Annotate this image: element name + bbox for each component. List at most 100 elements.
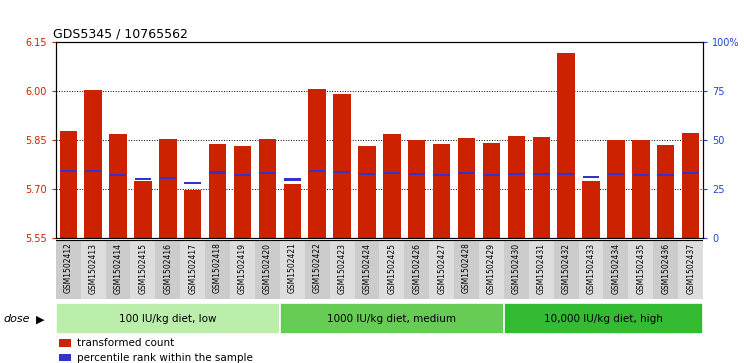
Bar xyxy=(180,240,205,299)
Bar xyxy=(185,182,201,184)
Bar xyxy=(507,136,525,238)
Text: GSM1502415: GSM1502415 xyxy=(138,242,147,294)
Bar xyxy=(84,90,102,238)
Bar xyxy=(230,42,255,238)
Bar xyxy=(632,140,650,238)
Bar xyxy=(632,174,649,176)
Bar xyxy=(56,42,80,238)
Text: GSM1502417: GSM1502417 xyxy=(188,242,197,294)
Bar xyxy=(607,140,625,238)
Bar xyxy=(60,170,77,172)
Bar xyxy=(56,303,280,334)
Bar xyxy=(134,181,152,238)
Bar xyxy=(135,178,151,180)
Bar xyxy=(454,42,479,238)
Bar xyxy=(234,146,251,238)
Bar xyxy=(653,240,679,299)
Text: GSM1502413: GSM1502413 xyxy=(89,242,97,294)
Bar xyxy=(504,240,529,299)
Bar xyxy=(629,240,653,299)
Text: 100 IU/kg diet, low: 100 IU/kg diet, low xyxy=(119,314,217,323)
Bar xyxy=(458,172,475,174)
Bar xyxy=(359,173,375,175)
Bar xyxy=(106,240,130,299)
Bar xyxy=(255,42,280,238)
Bar xyxy=(408,173,425,175)
Bar xyxy=(429,240,454,299)
Bar xyxy=(280,42,305,238)
Text: GSM1502426: GSM1502426 xyxy=(412,242,421,294)
Bar xyxy=(554,240,579,299)
Text: GSM1502434: GSM1502434 xyxy=(612,242,620,294)
Bar xyxy=(533,137,550,238)
Text: GSM1502431: GSM1502431 xyxy=(536,242,546,294)
Bar xyxy=(205,42,230,238)
Bar xyxy=(657,145,675,238)
Bar xyxy=(557,53,575,238)
Text: GDS5345 / 10765562: GDS5345 / 10765562 xyxy=(53,28,187,41)
Bar xyxy=(533,173,550,175)
Text: GSM1502425: GSM1502425 xyxy=(388,242,397,294)
Bar xyxy=(305,42,330,238)
Bar xyxy=(653,42,679,238)
Bar xyxy=(483,174,500,176)
Bar xyxy=(59,354,71,362)
Bar xyxy=(56,240,80,299)
Bar xyxy=(404,42,429,238)
Bar xyxy=(110,174,126,176)
Bar xyxy=(130,240,155,299)
Bar xyxy=(305,240,330,299)
Bar xyxy=(355,240,379,299)
Bar xyxy=(383,134,400,238)
Bar xyxy=(433,144,450,238)
Bar xyxy=(85,170,101,172)
Bar xyxy=(230,240,255,299)
Bar xyxy=(579,240,603,299)
Bar xyxy=(679,240,703,299)
Bar xyxy=(106,42,130,238)
Text: GSM1502427: GSM1502427 xyxy=(437,242,446,294)
Text: GSM1502420: GSM1502420 xyxy=(263,242,272,294)
Bar xyxy=(579,42,603,238)
Bar xyxy=(330,240,355,299)
Bar xyxy=(504,303,703,334)
Text: transformed count: transformed count xyxy=(77,338,174,348)
Bar xyxy=(205,240,230,299)
Text: ▶: ▶ xyxy=(36,314,44,325)
Text: GSM1502435: GSM1502435 xyxy=(636,242,645,294)
Text: GSM1502424: GSM1502424 xyxy=(362,242,371,294)
Bar xyxy=(359,146,376,238)
Text: GSM1502429: GSM1502429 xyxy=(487,242,496,294)
Bar xyxy=(155,42,180,238)
Bar xyxy=(479,240,504,299)
Bar xyxy=(180,42,205,238)
Bar xyxy=(508,173,525,175)
Bar xyxy=(355,42,379,238)
Bar xyxy=(504,42,529,238)
Text: GSM1502428: GSM1502428 xyxy=(462,242,471,293)
Bar xyxy=(603,240,629,299)
Bar xyxy=(330,42,355,238)
Bar xyxy=(259,172,276,174)
Bar xyxy=(682,172,699,174)
Bar xyxy=(379,240,404,299)
Bar xyxy=(155,240,180,299)
Text: 10,000 IU/kg diet, high: 10,000 IU/kg diet, high xyxy=(544,314,663,323)
Text: GSM1502412: GSM1502412 xyxy=(64,242,73,293)
Text: percentile rank within the sample: percentile rank within the sample xyxy=(77,353,253,363)
Text: GSM1502432: GSM1502432 xyxy=(562,242,571,294)
Bar xyxy=(554,42,579,238)
Bar xyxy=(159,139,176,238)
Bar xyxy=(558,173,574,175)
Bar xyxy=(384,172,400,174)
Bar xyxy=(583,181,600,238)
Text: GSM1502414: GSM1502414 xyxy=(114,242,123,294)
Bar xyxy=(130,42,155,238)
Bar xyxy=(80,240,106,299)
Bar xyxy=(109,134,126,238)
Bar xyxy=(234,174,251,176)
Bar xyxy=(259,139,276,238)
Bar xyxy=(454,240,479,299)
Text: GSM1502418: GSM1502418 xyxy=(213,242,222,293)
Bar xyxy=(80,42,106,238)
